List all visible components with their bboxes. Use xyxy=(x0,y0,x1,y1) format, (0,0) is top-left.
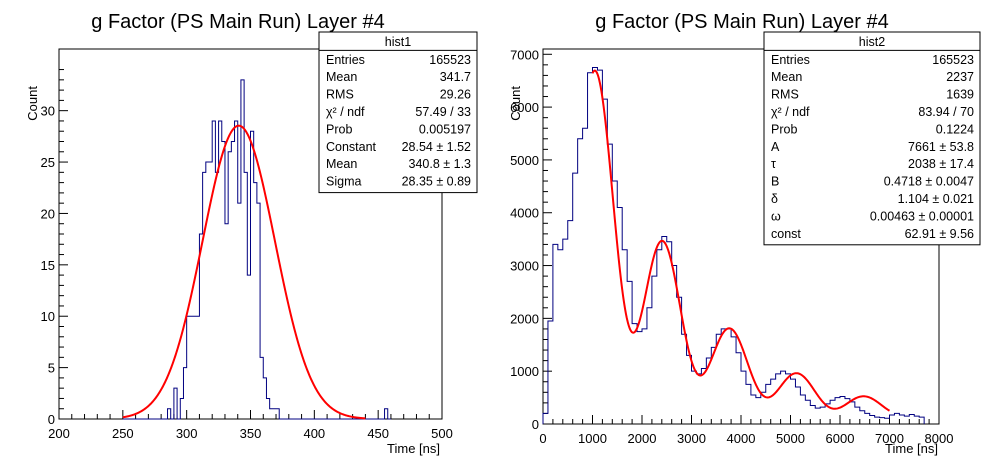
y-tick-label: 5 xyxy=(48,361,55,376)
left-y-axis-label: Count xyxy=(25,86,40,121)
stats-row-value: 83.94 / 70 xyxy=(918,105,974,119)
stats-row-value: 0.00463 ± 0.00001 xyxy=(870,209,974,223)
y-tick-label: 0 xyxy=(48,412,55,427)
stats-row-value: 7661 ± 53.8 xyxy=(908,140,974,154)
stats-row-value: 340.8 ± 1.3 xyxy=(409,157,472,171)
x-tick-label: 450 xyxy=(367,426,389,441)
right-chart-title: g Factor (PS Main Run) Layer #4 xyxy=(595,11,888,33)
stats-box-frame xyxy=(318,31,478,194)
stats-row-label: Mean xyxy=(771,70,802,84)
fit-curve xyxy=(122,124,366,420)
stats-row-value: 62.91 ± 9.56 xyxy=(905,227,974,241)
stats-row-label: B xyxy=(771,175,779,189)
stats-row-label: Entries xyxy=(771,53,810,67)
stats-row-label: χ² / ndf xyxy=(326,105,365,119)
stats-row-label: δ xyxy=(771,192,778,206)
x-tick-label: 500 xyxy=(431,426,453,441)
stats-row-value: 341.7 xyxy=(440,70,471,84)
histogram-series xyxy=(542,66,925,424)
y-tick-label: 1000 xyxy=(510,364,539,379)
y-tick-label: 7000 xyxy=(510,47,539,62)
left-x-axis-label: Time [ns] xyxy=(387,441,440,456)
y-tick-label: 6000 xyxy=(510,100,539,115)
x-tick-label: 5000 xyxy=(776,431,805,446)
stats-row-value: 2038 ± 17.4 xyxy=(908,157,974,171)
left-chart-title: g Factor (PS Main Run) Layer #4 xyxy=(91,11,384,33)
stats-row-value: 1639 xyxy=(946,88,974,102)
stats-box-title: hist1 xyxy=(385,35,411,49)
stats-row-value: 1.104 ± 0.021 xyxy=(898,192,974,206)
y-tick-label: 10 xyxy=(41,309,55,324)
left-plot-area: 200 250 300 350 400 450 500 0 5 10 15 20 25 30 xyxy=(41,48,453,441)
x-tick-label: 250 xyxy=(112,426,134,441)
y-tick-label: 0 xyxy=(532,417,539,432)
stats-row-label: RMS xyxy=(771,88,799,102)
x-tick-label: 2000 xyxy=(628,431,657,446)
y-tick-label: 30 xyxy=(41,104,55,119)
stats-row-value: 28.35 ± 0.89 xyxy=(402,175,471,189)
stats-row-value: 0.4718 ± 0.0047 xyxy=(884,175,974,189)
stats-row-label: const xyxy=(771,227,801,241)
stats-box-frame xyxy=(763,31,981,246)
stats-row-label: τ xyxy=(771,157,776,171)
right-stats-box: hist2 Entries 165523 Mean 2237 RMS 1639 χ² / nd… xyxy=(763,31,981,246)
stats-row-label: A xyxy=(771,140,780,154)
stats-row-value: 29.26 xyxy=(440,88,471,102)
stats-row-value: 165523 xyxy=(429,53,471,67)
x-tick-label: 300 xyxy=(176,426,198,441)
x-tick-label: 200 xyxy=(48,426,70,441)
right-x-axis-label: Time [ns] xyxy=(885,441,938,456)
stats-row-label: Mean xyxy=(326,157,357,171)
x-tick-label: 3000 xyxy=(677,431,706,446)
stats-row-value: 0.005197 xyxy=(419,122,471,136)
stats-row-value: 57.49 / 33 xyxy=(415,105,471,119)
x-tick-label: 7000 xyxy=(875,431,904,446)
right-plot-area: 0 1000 2000 3000 4000 5000 6000 7000 8000 0 1000 20… xyxy=(510,47,953,446)
fit-curve xyxy=(591,69,891,412)
stats-row-label: RMS xyxy=(326,88,354,102)
y-tick-label: 4000 xyxy=(510,206,539,221)
y-tick-label: 20 xyxy=(41,206,55,221)
right-chart: g Factor (PS Main Run) Layer #4 0 1000 200… xyxy=(508,11,981,456)
x-tick-label: 0 xyxy=(539,431,546,446)
y-tick-label: 3000 xyxy=(510,259,539,274)
stats-row-value: 0.1224 xyxy=(936,122,974,136)
stats-row-value: 165523 xyxy=(932,53,974,67)
left-chart: g Factor (PS Main Run) Layer #4 200 250 30… xyxy=(25,11,478,456)
stats-row-label: Prob xyxy=(771,122,797,136)
right-y-axis-label: Count xyxy=(508,86,523,121)
stats-row-label: Constant xyxy=(326,140,377,154)
stats-row-value: 28.54 ± 1.52 xyxy=(402,140,471,154)
stats-box-title: hist2 xyxy=(859,35,885,49)
stats-row-label: Prob xyxy=(326,122,352,136)
x-tick-label: 4000 xyxy=(727,431,756,446)
y-tick-label: 5000 xyxy=(510,153,539,168)
y-tick-label: 15 xyxy=(41,258,55,273)
stats-row-label: Mean xyxy=(326,70,357,84)
stats-row-label: Sigma xyxy=(326,175,361,189)
stats-row-label: χ² / ndf xyxy=(771,105,810,119)
stats-row-label: ω xyxy=(771,209,781,223)
stats-row-label: Entries xyxy=(326,53,365,67)
stats-row-value: 2237 xyxy=(946,70,974,84)
y-tick-label: 2000 xyxy=(510,311,539,326)
x-tick-label: 1000 xyxy=(578,431,607,446)
x-tick-label: 350 xyxy=(240,426,262,441)
x-tick-label: 400 xyxy=(303,426,325,441)
y-tick-label: 25 xyxy=(41,155,55,170)
left-stats-box: hist1 Entries 165523 Mean 341.7 RMS 29.26 χ² / … xyxy=(318,31,478,194)
histogram-series xyxy=(122,79,391,420)
x-tick-label: 8000 xyxy=(925,431,954,446)
x-tick-label: 6000 xyxy=(826,431,855,446)
